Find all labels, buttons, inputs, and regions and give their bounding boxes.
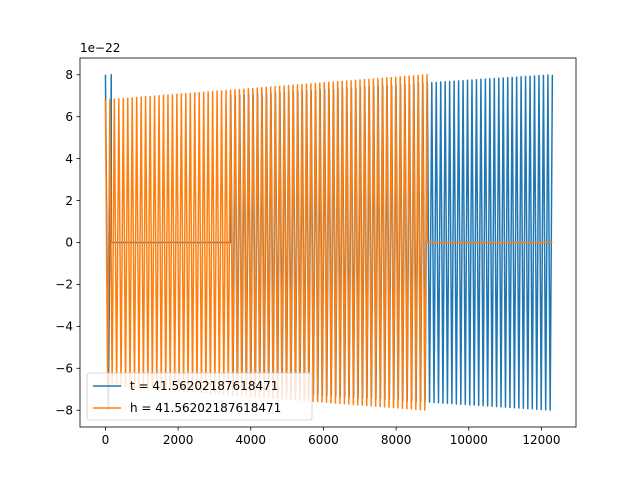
y-tick-label: −8 <box>55 403 73 417</box>
y-tick-label: 0 <box>65 236 73 250</box>
x-tick-label: 12000 <box>522 433 560 447</box>
x-tick-label: 8000 <box>381 433 412 447</box>
y-offset-label: 1e−22 <box>80 41 120 55</box>
legend-label-2: h = 41.56202187618471 <box>130 401 281 415</box>
y-tick-label: −6 <box>55 361 73 375</box>
y-tick-label: 4 <box>65 152 73 166</box>
legend-label-1: t = 41.56202187618471 <box>130 379 278 393</box>
y-tick-label: 2 <box>65 194 73 208</box>
x-tick-label: 6000 <box>308 433 339 447</box>
x-axis: 0 2000 4000 6000 8000 10000 12000 <box>102 427 561 447</box>
y-tick-label: −2 <box>55 278 73 292</box>
y-tick-label: 6 <box>65 110 73 124</box>
y-axis: −8 −6 −4 −2 0 2 4 6 8 <box>55 68 80 417</box>
y-tick-label: 8 <box>65 68 73 82</box>
x-tick-label: 0 <box>102 433 110 447</box>
x-tick-label: 4000 <box>236 433 267 447</box>
x-tick-label: 10000 <box>450 433 488 447</box>
legend-box <box>86 372 313 421</box>
y-tick-label: −4 <box>55 320 73 334</box>
legend: t = 41.56202187618471 h = 41.562021876184… <box>86 372 313 421</box>
x-tick-label: 2000 <box>163 433 194 447</box>
